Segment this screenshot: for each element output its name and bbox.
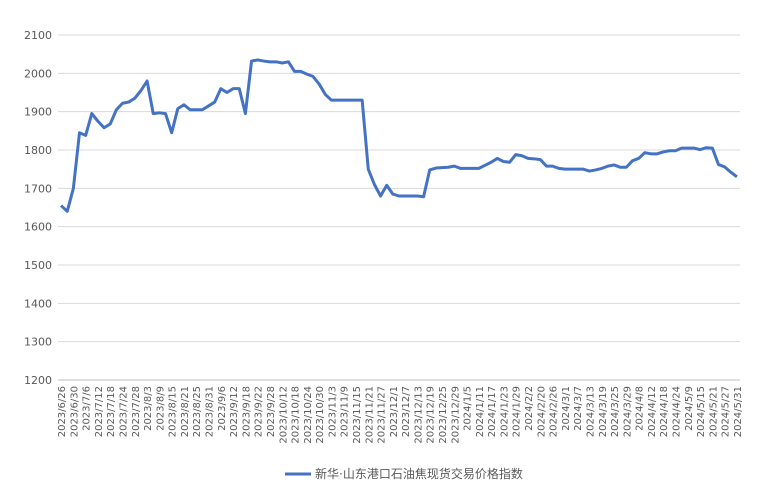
y-tick-label: 1400 bbox=[24, 297, 52, 310]
x-tick-label: 2023/7/12 bbox=[94, 386, 105, 437]
x-tick-label: 2024/1/5 bbox=[463, 386, 474, 431]
x-tick-label: 2023/6/30 bbox=[69, 386, 80, 437]
y-tick-label: 1900 bbox=[24, 106, 52, 119]
x-tick-label: 2024/3/7 bbox=[573, 386, 584, 431]
y-tick-label: 2100 bbox=[24, 29, 52, 42]
y-tick-label: 1700 bbox=[24, 182, 52, 195]
x-tick-label: 2023/12/29 bbox=[450, 386, 461, 444]
x-tick-label: 2024/4/18 bbox=[659, 386, 670, 437]
y-tick-label: 1800 bbox=[24, 144, 52, 157]
x-tick-label: 2024/2/26 bbox=[549, 386, 560, 437]
x-tick-label: 2023/11/21 bbox=[364, 386, 375, 444]
series-line bbox=[60, 58, 738, 213]
x-tick-label: 2023/6/26 bbox=[57, 386, 68, 437]
x-tick-label: 2024/1/29 bbox=[512, 386, 523, 437]
x-tick-label: 2023/10/30 bbox=[315, 386, 326, 444]
x-tick-label: 2023/9/6 bbox=[217, 386, 228, 431]
x-tick-label: 2023/9/22 bbox=[254, 386, 265, 437]
x-tick-label: 2024/3/29 bbox=[622, 386, 633, 437]
x-tick-label: 2024/1/11 bbox=[475, 386, 486, 437]
x-tick-label: 2023/7/28 bbox=[131, 386, 142, 437]
x-tick-label: 2023/7/6 bbox=[82, 386, 93, 431]
x-tick-label: 2023/7/18 bbox=[106, 386, 117, 437]
x-tick-label: 2024/5/31 bbox=[733, 386, 744, 437]
x-tick-label: 2023/10/12 bbox=[278, 386, 289, 444]
y-tick-label: 2000 bbox=[24, 67, 52, 80]
x-tick-label: 2023/9/18 bbox=[241, 386, 252, 437]
x-tick-label: 2024/3/25 bbox=[610, 386, 621, 437]
x-tick-label: 2023/12/1 bbox=[389, 386, 400, 437]
x-tick-label: 2023/8/9 bbox=[155, 386, 166, 431]
x-tick-label: 2023/8/21 bbox=[180, 386, 191, 437]
y-tick-label: 1600 bbox=[24, 221, 52, 234]
x-tick-label: 2023/9/12 bbox=[229, 386, 240, 437]
x-tick-label: 2023/11/3 bbox=[327, 386, 338, 437]
x-tick-label: 2024/3/19 bbox=[598, 386, 609, 437]
x-tick-label: 2024/4/12 bbox=[647, 386, 658, 437]
x-tick-label: 2024/5/9 bbox=[684, 386, 695, 431]
x-tick-label: 2023/12/19 bbox=[426, 386, 437, 444]
x-tick-label: 2024/2/2 bbox=[524, 386, 535, 431]
x-tick-label: 2023/11/15 bbox=[352, 386, 363, 444]
x-tick-label: 2023/8/25 bbox=[192, 386, 203, 437]
x-tick-label: 2024/3/1 bbox=[561, 386, 572, 431]
x-tick-label: 2023/12/25 bbox=[438, 386, 449, 444]
x-tick-label: 2023/8/15 bbox=[168, 386, 179, 437]
x-tick-label: 2023/10/24 bbox=[303, 386, 314, 444]
x-tick-label: 2024/1/23 bbox=[499, 386, 510, 437]
x-tick-label: 2023/8/3 bbox=[143, 386, 154, 431]
x-tick-label: 2023/10/18 bbox=[291, 386, 302, 444]
y-tick-label: 1500 bbox=[24, 259, 52, 272]
x-tick-label: 2023/12/13 bbox=[413, 386, 424, 444]
x-tick-label: 2024/5/21 bbox=[708, 386, 719, 437]
x-tick-label: 2024/5/27 bbox=[721, 386, 732, 437]
x-tick-label: 2023/8/31 bbox=[205, 386, 216, 437]
y-tick-label: 1300 bbox=[24, 336, 52, 349]
legend-label: 新华·山东港口石油焦现货交易价格指数 bbox=[315, 466, 523, 481]
x-tick-label: 2023/12/7 bbox=[401, 386, 412, 437]
x-tick-label: 2023/9/28 bbox=[266, 386, 277, 437]
x-tick-label: 2024/1/17 bbox=[487, 386, 498, 437]
x-tick-label: 2024/4/24 bbox=[671, 386, 682, 437]
x-tick-label: 2024/2/20 bbox=[536, 386, 547, 437]
x-tick-label: 2023/7/24 bbox=[119, 386, 130, 437]
x-tick-label: 2024/5/15 bbox=[696, 386, 707, 437]
x-tick-label: 2023/11/27 bbox=[377, 386, 388, 444]
x-tick-label: 2024/3/13 bbox=[585, 386, 596, 437]
x-tick-label: 2023/11/9 bbox=[340, 386, 351, 437]
y-tick-label: 1200 bbox=[24, 374, 52, 387]
x-tick-label: 2024/4/8 bbox=[635, 386, 646, 431]
